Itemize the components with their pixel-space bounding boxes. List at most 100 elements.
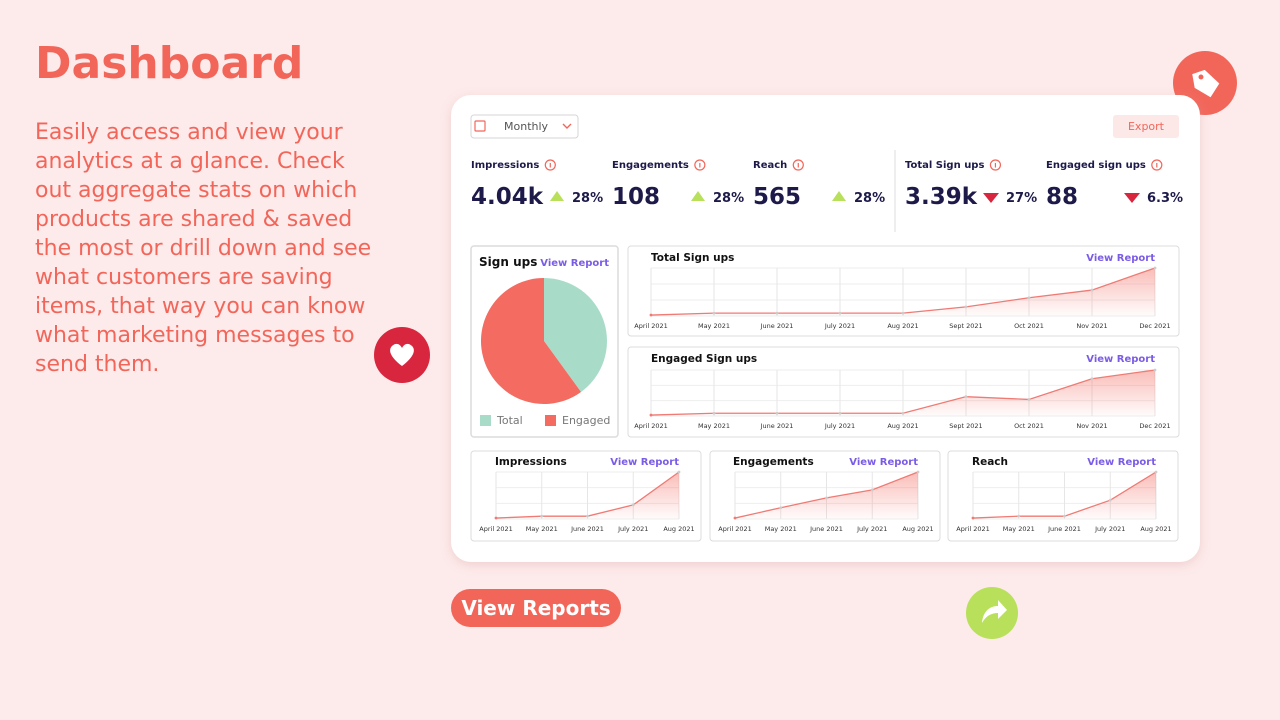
point <box>494 516 498 520</box>
info-icon <box>1151 159 1163 171</box>
x-tick-label: Aug 2021 <box>887 322 918 330</box>
stat-label: Impressions <box>471 160 539 171</box>
description: Easily access and view your analytics at… <box>35 120 372 377</box>
x-tick-label: May 2021 <box>698 322 730 330</box>
legend-label: Total <box>496 414 523 427</box>
info-icon <box>989 159 1002 171</box>
area <box>496 472 679 519</box>
point <box>779 506 783 510</box>
x-tick-label: Aug 2021 <box>887 422 918 430</box>
x-tick-label: May 2021 <box>765 525 797 533</box>
stat-change: 6.3% <box>1147 191 1183 206</box>
trend-down <box>983 193 999 203</box>
stat-change: 28% <box>854 191 885 206</box>
x-tick-label: May 2021 <box>698 422 730 430</box>
x-tick-label: April 2021 <box>634 322 667 330</box>
x-tick-label: Dec 2021 <box>1139 422 1170 430</box>
point <box>825 496 828 500</box>
info-icon <box>694 159 706 171</box>
x-tick-label: Aug 2021 <box>663 525 694 533</box>
point <box>631 503 635 507</box>
stat-label: Reach <box>753 160 787 171</box>
point <box>649 413 653 417</box>
point <box>1090 288 1094 292</box>
x-tick-label: Sept 2021 <box>949 322 982 330</box>
point <box>1153 368 1157 372</box>
legend-swatch <box>480 415 491 426</box>
view-report-link[interactable]: View Report <box>1086 354 1155 365</box>
pie-slice <box>544 278 607 392</box>
info-icon <box>544 159 556 171</box>
point <box>838 411 842 415</box>
button-label: View Reports <box>461 596 610 620</box>
x-tick-label: Nov 2021 <box>1076 322 1107 330</box>
x-tick-label: April 2021 <box>956 525 989 533</box>
page-title: Dashboard <box>35 38 304 89</box>
export-button[interactable]: Export <box>1113 115 1179 138</box>
point <box>677 470 681 474</box>
x-tick-label: June 2021 <box>760 322 794 330</box>
point <box>775 411 779 415</box>
chart-title: Reach <box>972 456 1008 468</box>
x-tick-label: April 2021 <box>479 525 512 533</box>
stat-value: 3.39k <box>905 184 978 210</box>
stat-change: 28% <box>572 191 603 206</box>
x-tick-label: Aug 2021 <box>1140 525 1171 533</box>
x-tick-label: July 2021 <box>856 525 887 533</box>
x-tick-label: Oct 2021 <box>1014 422 1044 430</box>
view-report-link[interactable]: View Report <box>1087 457 1156 468</box>
point <box>733 516 737 520</box>
point <box>712 311 716 315</box>
point <box>964 305 968 309</box>
view-report-link[interactable]: View Report <box>849 457 918 468</box>
period-label: Monthly <box>504 120 549 133</box>
point <box>901 411 905 415</box>
point <box>1063 514 1066 518</box>
stat-label: Engagements <box>612 160 689 171</box>
point <box>540 514 544 518</box>
x-tick-label: Oct 2021 <box>1014 322 1044 330</box>
stat-change: 28% <box>713 191 744 206</box>
legend-label: Engaged <box>562 414 610 427</box>
point <box>870 488 874 492</box>
point <box>1017 514 1021 518</box>
x-tick-label: April 2021 <box>634 422 667 430</box>
area <box>735 472 918 519</box>
point <box>901 311 905 315</box>
stat-value: 4.04k <box>471 184 544 210</box>
stat-change: 27% <box>1006 191 1037 206</box>
trend-up <box>550 191 564 201</box>
point <box>964 395 968 399</box>
chart-title: Engagements <box>733 456 814 468</box>
x-tick-label: Sept 2021 <box>949 422 982 430</box>
point <box>1090 377 1094 381</box>
x-tick-label: Aug 2021 <box>902 525 933 533</box>
x-tick-label: May 2021 <box>1003 525 1035 533</box>
period-select[interactable]: Monthly <box>470 114 579 139</box>
point <box>586 514 589 518</box>
view-report-link[interactable]: View Report <box>1086 253 1155 264</box>
chart-title: Impressions <box>495 456 567 468</box>
point <box>649 313 653 317</box>
view-report-link[interactable]: View Report <box>610 457 679 468</box>
x-tick-label: July 2021 <box>1094 525 1125 533</box>
chart-title: Sign ups <box>479 255 537 269</box>
chart-title: Engaged Sign ups <box>651 353 757 365</box>
x-tick-label: July 2021 <box>824 422 855 430</box>
area <box>973 472 1156 519</box>
export-label: Export <box>1128 120 1165 133</box>
x-tick-label: April 2021 <box>718 525 751 533</box>
stat-value: 88 <box>1046 184 1078 210</box>
x-tick-label: Dec 2021 <box>1139 322 1170 330</box>
view-report-link[interactable]: View Report <box>540 258 609 269</box>
trend-up <box>832 191 846 201</box>
share-icon <box>966 587 1018 639</box>
view-reports-button[interactable]: View Reports <box>451 589 621 627</box>
stat-value: 108 <box>612 184 660 210</box>
point <box>971 516 975 520</box>
info-icon <box>792 159 804 171</box>
chart-title: Total Sign ups <box>651 252 734 264</box>
x-tick-label: June 2021 <box>570 525 604 533</box>
point <box>1027 398 1031 401</box>
